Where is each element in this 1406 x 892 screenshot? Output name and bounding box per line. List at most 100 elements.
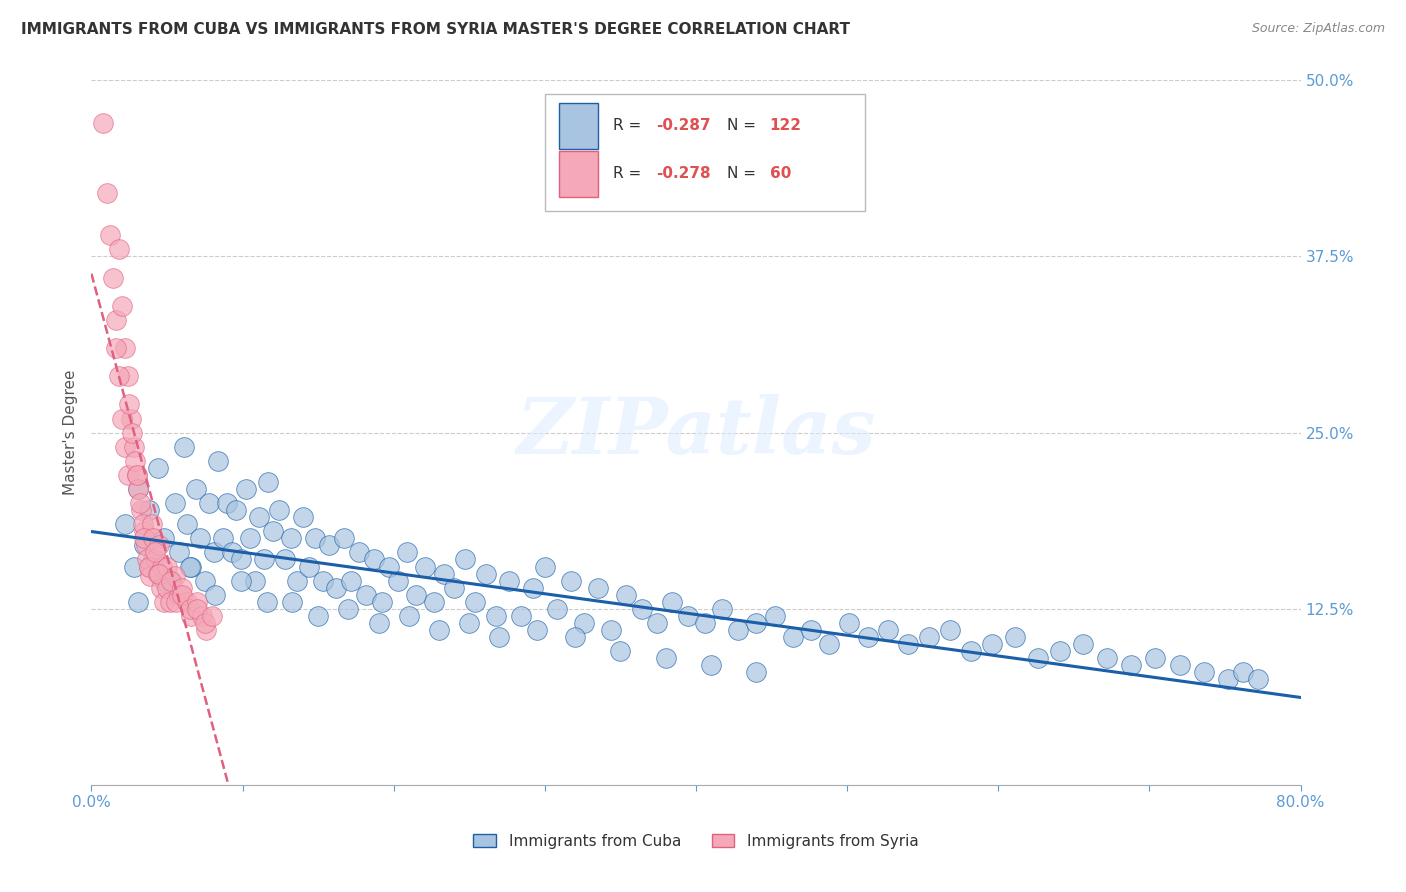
Point	[678, 608, 700, 623]
Point	[184, 482, 207, 496]
Point	[111, 299, 132, 313]
Point	[356, 588, 378, 602]
Text: IMMIGRANTS FROM CUBA VS IMMIGRANTS FROM SYRIA MASTER'S DEGREE CORRELATION CHART: IMMIGRANTS FROM CUBA VS IMMIGRANTS FROM …	[21, 22, 851, 37]
Point	[172, 588, 194, 602]
Point	[432, 566, 454, 581]
Point	[443, 581, 465, 595]
Point	[96, 186, 118, 200]
Point	[498, 574, 520, 588]
Point	[207, 454, 229, 468]
Point	[304, 532, 326, 546]
Point	[190, 608, 212, 623]
Point	[176, 517, 198, 532]
Point	[960, 644, 983, 658]
Point	[800, 623, 823, 637]
Point	[243, 574, 266, 588]
Point	[918, 630, 941, 644]
Point	[138, 559, 160, 574]
Point	[877, 623, 900, 637]
Point	[172, 581, 194, 595]
Point	[654, 651, 676, 665]
Point	[367, 615, 389, 630]
Text: 60: 60	[769, 166, 792, 181]
Point	[142, 552, 165, 566]
Point	[564, 630, 586, 644]
Point	[307, 608, 329, 623]
Text: 122: 122	[769, 119, 801, 133]
Point	[186, 601, 208, 615]
Text: Source: ZipAtlas.com: Source: ZipAtlas.com	[1251, 22, 1385, 36]
FancyBboxPatch shape	[560, 151, 598, 196]
Point	[104, 341, 127, 355]
Point	[148, 566, 170, 581]
Point	[363, 552, 385, 566]
Point	[101, 270, 124, 285]
Point	[134, 524, 156, 539]
Point	[179, 559, 201, 574]
Point	[398, 608, 420, 623]
FancyBboxPatch shape	[544, 95, 865, 211]
Point	[141, 517, 163, 532]
Point	[117, 467, 139, 482]
Point	[153, 532, 176, 546]
Point	[818, 637, 841, 651]
Point	[745, 615, 768, 630]
Point	[267, 503, 290, 517]
Point	[146, 566, 169, 581]
Point	[167, 545, 190, 559]
Point	[201, 608, 224, 623]
Point	[710, 601, 733, 615]
Point	[337, 601, 360, 615]
Point	[280, 532, 302, 546]
Point	[146, 460, 169, 475]
Point	[1168, 658, 1191, 673]
Point	[135, 538, 157, 552]
Point	[485, 608, 508, 623]
Point	[427, 623, 450, 637]
Point	[533, 559, 555, 574]
Point	[167, 588, 190, 602]
Point	[572, 615, 595, 630]
Point	[838, 615, 860, 630]
Point	[195, 623, 218, 637]
Point	[700, 658, 723, 673]
Point	[125, 467, 148, 482]
Point	[1216, 673, 1239, 687]
Point	[370, 595, 392, 609]
Text: R =: R =	[613, 166, 645, 181]
Point	[745, 665, 768, 680]
Point	[111, 411, 132, 425]
Point	[488, 630, 510, 644]
Text: ZIPatlas: ZIPatlas	[516, 394, 876, 471]
Point	[139, 569, 162, 583]
Point	[159, 574, 181, 588]
Point	[727, 623, 749, 637]
Point	[104, 313, 127, 327]
Point	[458, 615, 481, 630]
Point	[152, 559, 174, 574]
Point	[292, 510, 315, 524]
Point	[1121, 658, 1143, 673]
Point	[132, 517, 155, 532]
Point	[186, 595, 208, 609]
Point	[325, 581, 347, 595]
Point	[125, 467, 148, 482]
Point	[247, 510, 270, 524]
Point	[127, 482, 149, 496]
Point	[1026, 651, 1049, 665]
Point	[396, 545, 419, 559]
Text: N =: N =	[727, 119, 761, 133]
Point	[311, 574, 333, 588]
Point	[1004, 630, 1026, 644]
Point	[1095, 651, 1118, 665]
Point	[939, 623, 962, 637]
Point	[221, 545, 243, 559]
Point	[763, 608, 786, 623]
Point	[120, 411, 142, 425]
Point	[609, 644, 631, 658]
Text: -0.278: -0.278	[657, 166, 710, 181]
Point	[630, 601, 652, 615]
Point	[423, 595, 446, 609]
Point	[122, 440, 145, 454]
Point	[180, 608, 202, 623]
